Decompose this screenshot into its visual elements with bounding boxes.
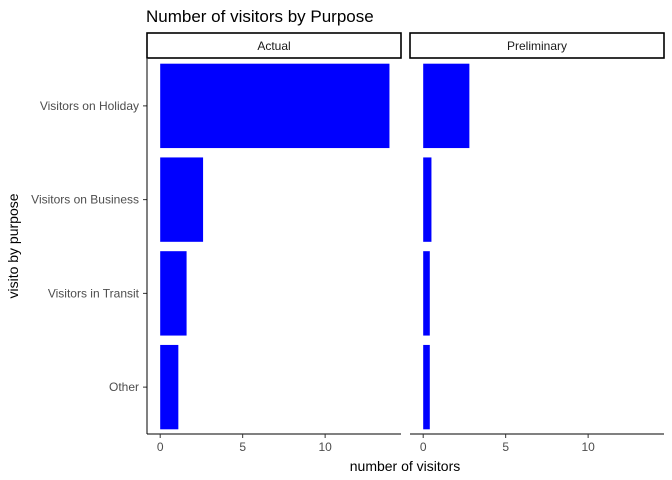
facet-strip <box>146 32 402 59</box>
x-tick-label: 0 <box>157 440 164 454</box>
y-tick-labels: Visitors on Holiday Visitors on Business V… <box>31 99 147 394</box>
facet-strip-label: Preliminary <box>507 39 567 53</box>
bar <box>160 344 179 430</box>
y-tick-label: Other <box>109 380 139 394</box>
x-tick-label: 10 <box>318 440 332 454</box>
y-tick-label: Visitors in Transit <box>48 286 140 300</box>
facet-strip <box>409 32 665 59</box>
bar <box>423 63 470 149</box>
facet-panel: Actual 0 5 10 <box>146 32 402 454</box>
y-axis-title: visito by purpose <box>5 193 21 298</box>
y-tick-label: Visitors on Holiday <box>40 99 139 113</box>
x-tick-label: 5 <box>239 440 246 454</box>
bar <box>423 344 430 430</box>
facet-panel: Preliminary 0 5 10 <box>409 32 665 454</box>
bar <box>160 63 390 149</box>
x-tick-label: 0 <box>420 440 427 454</box>
chart-title: Number of visitors by Purpose <box>146 7 374 26</box>
bar <box>160 251 187 336</box>
x-axis-title: number of visitors <box>350 458 460 474</box>
bar <box>160 157 204 242</box>
y-tick-label: Visitors on Business <box>31 193 139 207</box>
bar <box>423 157 432 242</box>
facet-panels: Actual 0 5 10 Preliminary 0 5 10 <box>146 32 665 454</box>
x-tick-label: 5 <box>502 440 509 454</box>
facet-strip-label: Actual <box>257 39 290 53</box>
bar <box>423 251 430 336</box>
x-tick-label: 10 <box>581 440 595 454</box>
